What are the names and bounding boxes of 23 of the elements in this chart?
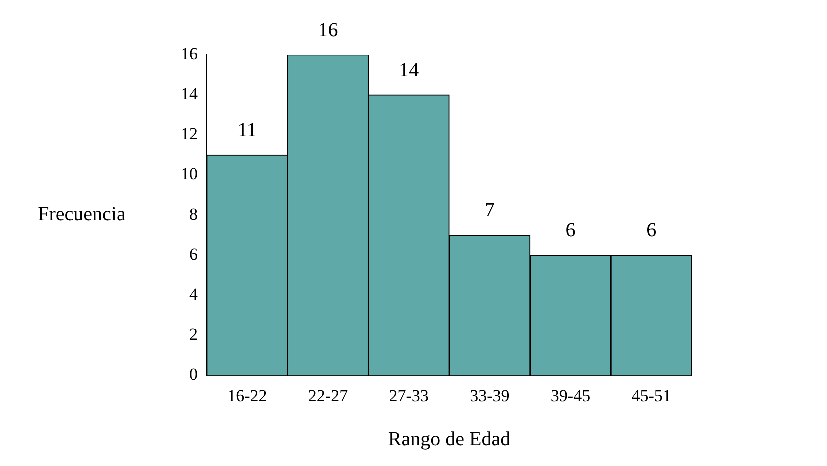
data-label: 6: [646, 220, 657, 242]
data-label: 14: [399, 59, 420, 82]
y-tick-label: 16: [181, 44, 198, 64]
y-tick-label: 6: [190, 244, 198, 264]
data-label: 11: [238, 119, 258, 142]
y-tick-label: 4: [190, 284, 198, 304]
x-tick-label: 45-51: [632, 386, 672, 406]
y-tick-label: 8: [190, 204, 198, 224]
y-axis-title: Frecuencia: [38, 204, 126, 226]
x-tick-label: 22-27: [308, 386, 349, 406]
y-tick-label: 12: [181, 124, 198, 144]
y-tick-label: 2: [190, 324, 198, 344]
data-label: 7: [484, 200, 495, 222]
y-tick-label: 14: [181, 84, 198, 104]
data-label: 16: [318, 19, 338, 42]
x-tick-label: 39-45: [550, 386, 591, 406]
x-tick-label: 33-39: [470, 386, 510, 406]
y-tick-label: 10: [181, 164, 198, 184]
y-tick-label: 0: [190, 365, 198, 384]
x-tick-label: 16-22: [228, 386, 268, 406]
x-tick-label: 27-33: [389, 386, 429, 406]
x-axis-title: Rango de Edad: [388, 428, 511, 450]
data-label: 6: [566, 220, 576, 242]
